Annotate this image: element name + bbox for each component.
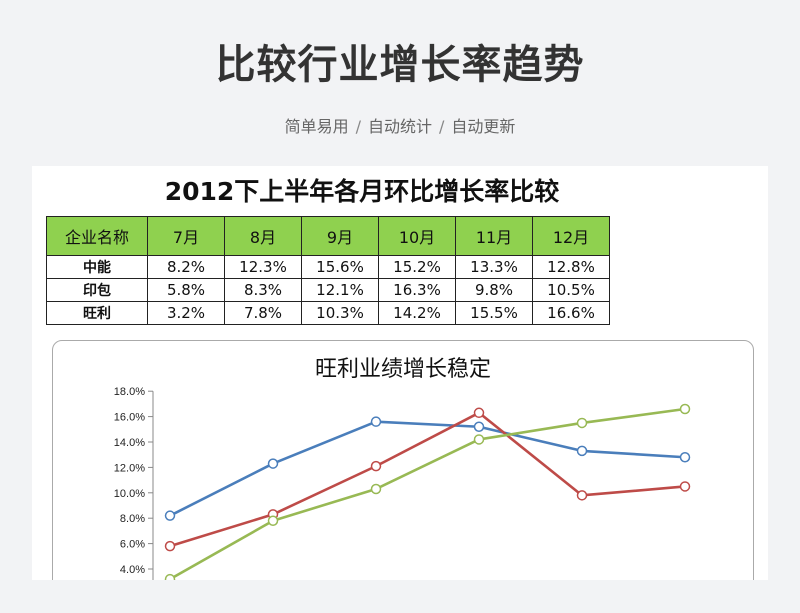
y-axis-tick-label: 16.0% [114, 412, 145, 424]
data-point [164, 540, 176, 552]
subtitle: 简单易用 / 自动统计 / 自动更新 [0, 113, 800, 137]
table-header-cell: 12月 [532, 216, 610, 256]
table-header-cell: 11月 [455, 216, 533, 256]
data-point [473, 421, 485, 433]
table-cell: 16.6% [532, 301, 610, 325]
data-point [576, 417, 588, 429]
data-point [164, 510, 176, 521]
y-axis-tick-label: 8.0% [120, 513, 145, 525]
data-point [267, 515, 279, 526]
y-axis-tick-label: 4.0% [120, 564, 145, 576]
data-point [576, 490, 588, 501]
y-axis-tick-label: 12.0% [114, 462, 145, 474]
table-cell: 9.8% [455, 278, 533, 302]
company-name-cell: 旺利 [46, 301, 148, 325]
data-point [679, 403, 691, 415]
table-cell: 8.2% [147, 255, 225, 279]
data-point [473, 407, 485, 419]
data-point [473, 434, 485, 445]
data-point [370, 460, 382, 472]
data-point [370, 416, 382, 427]
series-line [169, 407, 686, 580]
table-cell: 8.3% [224, 278, 302, 302]
table-cell: 14.2% [378, 301, 456, 325]
table-cell: 12.3% [224, 255, 302, 279]
table-cell: 15.2% [378, 255, 456, 279]
data-point [267, 458, 279, 469]
y-axis-tick-label: 14.0% [114, 437, 145, 449]
series-line [169, 420, 686, 517]
table-cell: 12.1% [301, 278, 379, 302]
table-header-cell: 10月 [378, 216, 456, 256]
table-row: 旺利 3.2% 7.8% 10.3% 14.2% 15.5% 16.6% [46, 301, 610, 325]
table-cell: 16.3% [378, 278, 456, 302]
subtitle-separator: / [355, 117, 361, 136]
chart-plot-area: 4.0% 6.0% 8.0% 10.0% 12.0% 14.0% 16.0% 18.0% [114, 386, 691, 580]
growth-table: 企业名称 7月 8月 9月 10月 11月 12月 中能 8.2% 12.3% … [46, 216, 610, 325]
y-axis-tick-label: 6.0% [120, 539, 145, 551]
data-point [164, 573, 176, 580]
page-title: 比较行业增长率趋势 [215, 42, 585, 88]
data-point [576, 445, 588, 457]
table-cell: 12.8% [532, 255, 610, 279]
table-cell: 3.2% [147, 301, 225, 325]
table-row: 印包 5.8% 8.3% 12.1% 16.3% 9.8% 10.5% [46, 278, 610, 302]
table-header-row: 企业名称 7月 8月 9月 10月 11月 12月 [46, 216, 610, 256]
subtitle-item: 自动更新 [451, 117, 516, 136]
spreadsheet-preview: 2012下上半年各月环比增长率比较 企业名称 7月 8月 9月 10月 11月 … [32, 166, 768, 580]
table-header-cell: 9月 [301, 216, 379, 256]
table-header-cell: 7月 [147, 216, 225, 256]
company-name-cell: 印包 [46, 278, 148, 302]
y-axis-tick-label: 10.0% [114, 488, 145, 500]
table-cell: 5.8% [147, 278, 225, 302]
table-cell: 15.6% [301, 255, 379, 279]
y-axis-tick-label: 18.0% [114, 386, 145, 398]
table-cell: 10.3% [301, 301, 379, 325]
table-cell: 10.5% [532, 278, 610, 302]
data-point [679, 481, 691, 492]
data-point [370, 483, 382, 495]
table-header-cell: 8月 [224, 216, 302, 256]
table-cell: 15.5% [455, 301, 533, 325]
company-name-cell: 中能 [46, 255, 148, 279]
line-chart: 旺利业绩增长稳定 4.0% 6.0% 8.0% 10.0% 12.0% 14.0% 16.0… [52, 340, 754, 580]
chart-title: 旺利业绩增长稳定 [314, 357, 491, 382]
series-line [169, 411, 686, 548]
subtitle-item: 自动统计 [367, 117, 432, 136]
subtitle-separator: / [439, 117, 445, 136]
table-row: 中能 8.2% 12.3% 15.6% 15.2% 13.3% 12.8% [46, 255, 610, 279]
table-header-cell: 企业名称 [46, 216, 148, 256]
table-cell: 7.8% [224, 301, 302, 325]
sheet-title: 2012下上半年各月环比增长率比较 [164, 177, 560, 206]
subtitle-item: 简单易用 [284, 117, 349, 136]
table-cell: 13.3% [455, 255, 533, 279]
data-point [679, 451, 691, 463]
